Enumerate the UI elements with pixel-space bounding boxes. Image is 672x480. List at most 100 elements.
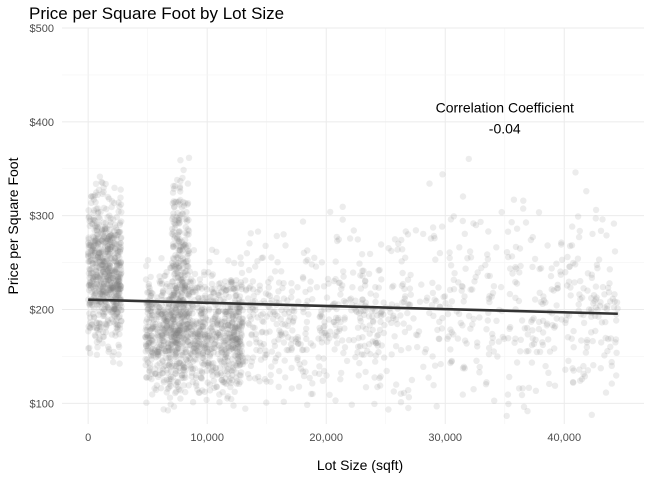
data-point — [218, 376, 225, 384]
data-point — [169, 291, 177, 299]
data-point — [94, 324, 101, 332]
data-point — [88, 269, 95, 277]
data-point — [146, 307, 154, 315]
data-point — [106, 212, 113, 219]
data-point — [594, 265, 601, 272]
data-point — [317, 311, 325, 318]
data-point — [88, 239, 95, 246]
data-point — [208, 327, 216, 334]
data-point — [377, 373, 384, 380]
data-point — [347, 295, 355, 302]
data-point — [426, 180, 433, 187]
data-point — [231, 259, 238, 267]
data-point — [104, 304, 112, 311]
data-point — [116, 203, 123, 210]
y-tick-label: $400 — [30, 117, 54, 129]
data-point — [229, 341, 236, 348]
data-point — [519, 385, 526, 392]
data-point — [99, 230, 107, 237]
data-point — [545, 369, 552, 376]
data-point — [159, 326, 167, 333]
data-point — [142, 341, 150, 348]
data-point — [182, 374, 189, 381]
data-point — [99, 179, 106, 186]
data-point — [114, 308, 122, 316]
data-point — [160, 311, 168, 319]
data-point — [147, 314, 154, 322]
data-point — [156, 304, 163, 311]
data-point — [116, 278, 123, 285]
data-point — [233, 336, 240, 343]
data-point — [158, 280, 166, 287]
data-point — [158, 337, 166, 344]
data-point — [444, 310, 452, 318]
data-point — [92, 266, 100, 274]
data-point — [226, 319, 233, 327]
data-point — [184, 250, 191, 258]
data-point — [114, 252, 121, 259]
data-point — [282, 374, 289, 381]
data-point — [182, 306, 190, 313]
data-point — [359, 296, 366, 303]
data-point — [174, 327, 181, 334]
data-point — [227, 303, 235, 311]
data-point — [374, 332, 381, 339]
data-point — [102, 243, 109, 250]
data-point — [156, 280, 164, 287]
data-point — [201, 332, 208, 339]
data-point — [234, 340, 241, 347]
data-point — [247, 316, 255, 323]
data-point — [222, 330, 229, 337]
data-point — [505, 400, 512, 408]
data-point — [185, 242, 192, 249]
data-point — [169, 243, 177, 250]
data-point — [97, 288, 104, 295]
data-point — [569, 223, 576, 230]
data-point — [148, 351, 155, 358]
data-point — [165, 324, 173, 331]
data-point — [516, 245, 524, 252]
data-point — [117, 246, 124, 253]
data-point — [110, 348, 117, 356]
data-point — [235, 325, 242, 332]
data-point — [191, 323, 198, 330]
data-point — [320, 367, 328, 375]
data-point — [301, 359, 308, 366]
data-point — [109, 283, 116, 290]
x-tick-label: 0 — [85, 432, 91, 444]
data-point — [115, 290, 123, 297]
data-point — [189, 305, 196, 313]
data-point — [94, 267, 101, 275]
data-point — [189, 340, 197, 348]
data-point — [111, 313, 119, 320]
data-point — [172, 270, 179, 277]
data-point — [110, 283, 117, 291]
data-point — [268, 297, 275, 304]
data-point — [170, 333, 178, 341]
data-point — [228, 345, 236, 352]
data-point — [415, 328, 423, 335]
data-point — [92, 273, 99, 280]
data-point — [85, 239, 92, 246]
data-point — [416, 298, 424, 305]
data-point — [346, 235, 354, 242]
data-point — [179, 210, 187, 217]
data-point — [149, 349, 156, 356]
data-point — [89, 264, 96, 271]
data-point — [100, 268, 107, 275]
data-point — [90, 234, 98, 241]
data-point — [178, 204, 186, 211]
data-point — [186, 268, 193, 275]
data-point — [193, 380, 200, 387]
data-point — [173, 336, 180, 343]
data-point — [180, 367, 187, 374]
data-point — [239, 315, 246, 322]
data-point — [90, 292, 98, 299]
data-point — [175, 217, 182, 224]
data-point — [372, 339, 380, 347]
data-point — [183, 332, 191, 339]
data-point — [159, 287, 167, 294]
data-point — [201, 283, 208, 291]
data-point — [152, 370, 160, 377]
data-point — [174, 176, 181, 184]
